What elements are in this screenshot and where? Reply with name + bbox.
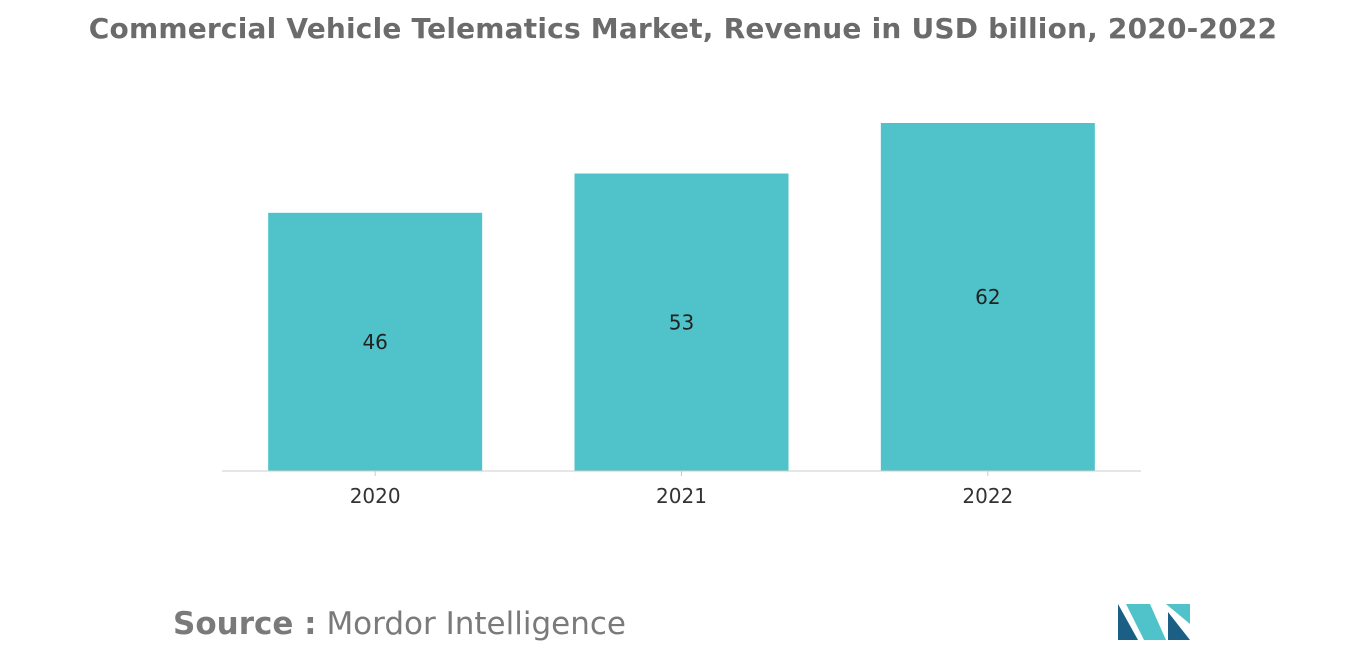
chart-title: Commercial Vehicle Telematics Market, Re… bbox=[88, 12, 1278, 45]
logo-shape-left bbox=[1118, 604, 1138, 640]
source-text: Mordor Intelligence bbox=[326, 606, 626, 642]
logo-shape-right-bottom bbox=[1168, 612, 1190, 640]
x-tick-label-2022: 2022 bbox=[962, 484, 1013, 508]
mordor-intelligence-logo-icon bbox=[1118, 604, 1190, 640]
ticks-layer: 2020 2021 2022 bbox=[350, 471, 1013, 508]
bar-2020 bbox=[268, 212, 483, 471]
source-label: Source : bbox=[173, 606, 317, 642]
logo-shape-mid bbox=[1126, 604, 1166, 640]
bar-2022 bbox=[880, 123, 1095, 471]
x-tick-label-2020: 2020 bbox=[350, 484, 401, 508]
x-tick-label-2021: 2021 bbox=[656, 484, 707, 508]
source-note: Source : Mordor Intelligence bbox=[173, 606, 626, 642]
data-label-2020: 46 bbox=[362, 330, 387, 354]
data-label-2022: 62 bbox=[975, 285, 1000, 309]
bars-layer: 46 53 62 bbox=[268, 123, 1095, 472]
data-label-2021: 53 bbox=[669, 310, 694, 334]
bar-2021 bbox=[574, 173, 789, 472]
logo-shape-right-top bbox=[1166, 604, 1190, 624]
